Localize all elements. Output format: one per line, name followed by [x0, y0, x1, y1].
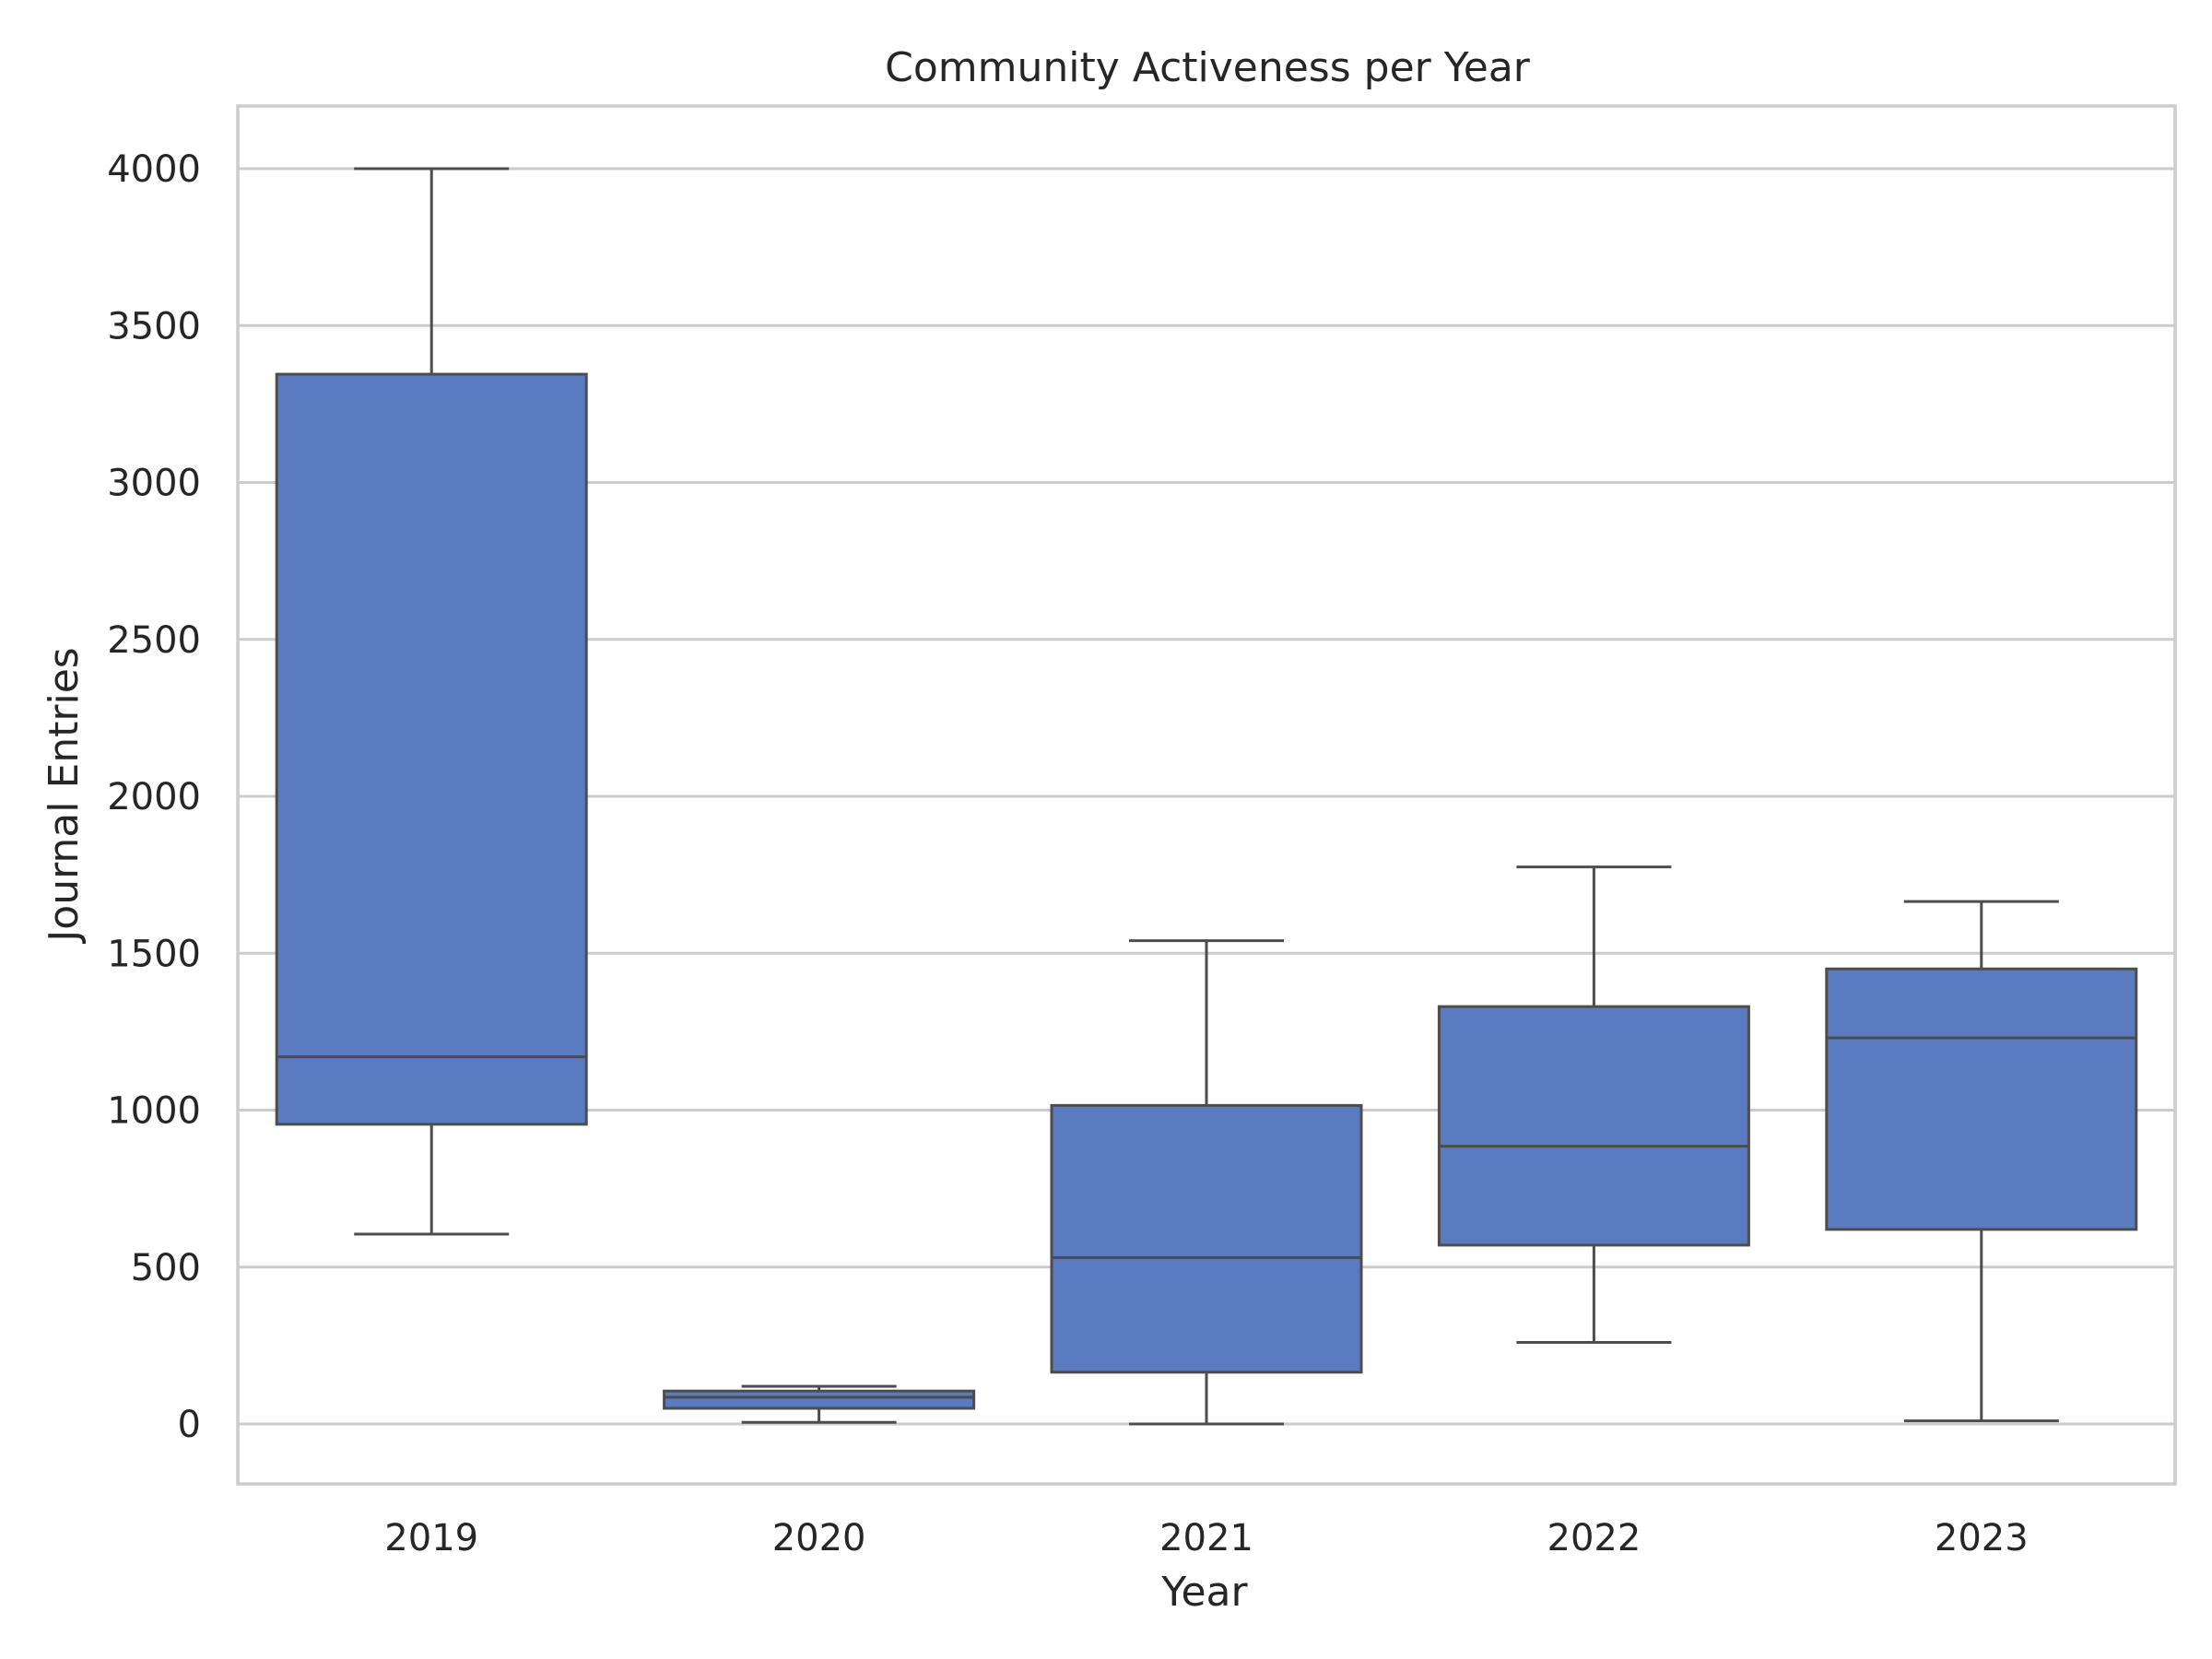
y-axis-label: Journal Entries	[41, 647, 88, 944]
box-2021	[1050, 939, 1363, 1426]
box-2023	[1825, 900, 2138, 1423]
x-tick-label: 2021	[1159, 1517, 1253, 1559]
iqr-box	[1050, 1103, 1363, 1374]
box-2019	[275, 167, 588, 1236]
box-2020	[663, 1384, 976, 1424]
box-2022	[1437, 865, 1750, 1344]
plot-frame	[236, 104, 2177, 1486]
y-tick-label: 2000	[107, 776, 201, 818]
chart-title: Community Activeness per Year	[885, 44, 1531, 91]
y-tick-label: 1500	[107, 933, 201, 975]
y-tick-label: 2500	[107, 619, 201, 662]
y-tick-label: 3500	[107, 305, 201, 347]
x-axis-ticks: 2019 2020 2021 2022 2023	[384, 1517, 2028, 1559]
y-tick-label: 0	[178, 1404, 201, 1446]
x-tick-label: 2019	[384, 1517, 478, 1559]
y-axis-ticks: 0 500 1000 1500 2000 2500 3000 3500 4000	[107, 148, 201, 1446]
iqr-box	[1437, 1005, 1750, 1247]
iqr-box	[1825, 967, 2138, 1231]
y-tick-label: 1000	[107, 1090, 201, 1133]
iqr-box	[663, 1389, 976, 1410]
x-tick-label: 2023	[1935, 1517, 2029, 1559]
iqr-box	[275, 372, 588, 1126]
y-tick-label: 4000	[107, 148, 201, 191]
x-tick-label: 2020	[772, 1517, 866, 1559]
x-tick-label: 2022	[1547, 1517, 1641, 1559]
y-tick-label: 500	[131, 1247, 201, 1289]
y-tick-label: 3000	[107, 463, 201, 505]
x-axis-label: Year	[1160, 1569, 1248, 1616]
box-series	[275, 167, 2138, 1426]
